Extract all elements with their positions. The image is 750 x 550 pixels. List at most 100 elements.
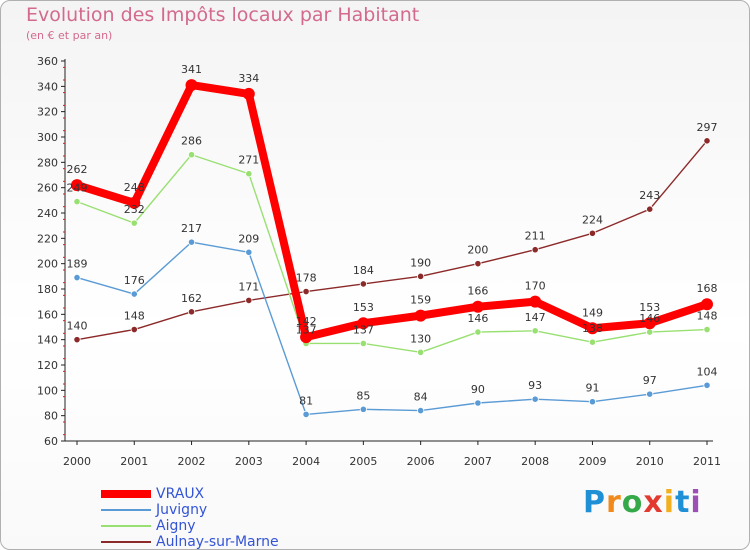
y-tick-label: 300 <box>37 131 58 144</box>
legend-item-juvigny: Juvigny <box>101 502 361 518</box>
data-point <box>417 348 425 356</box>
y-tick-label: 340 <box>37 80 58 93</box>
data-point <box>417 272 425 280</box>
data-point <box>302 410 310 418</box>
data-point <box>128 196 141 209</box>
y-tick-label: 80 <box>44 410 58 423</box>
x-tick-label: 2001 <box>120 455 148 468</box>
data-label: 217 <box>181 222 202 235</box>
data-label: 153 <box>639 301 660 314</box>
data-label: 97 <box>643 374 657 387</box>
chart-title: Evolution des Impôts locaux par Habitant <box>26 4 420 26</box>
data-point <box>414 309 427 322</box>
y-tick-label: 220 <box>37 232 58 245</box>
data-label: 224 <box>582 213 603 226</box>
x-tick-label: 2000 <box>63 455 91 468</box>
data-label: 162 <box>181 292 202 305</box>
data-point <box>130 219 138 227</box>
y-tick-label: 360 <box>37 55 58 68</box>
data-point <box>302 287 310 296</box>
x-tick-label: 2011 <box>693 455 721 468</box>
series-line-aigny <box>76 154 708 354</box>
data-label: 130 <box>410 332 431 345</box>
x-tick-label: 2003 <box>235 455 263 468</box>
legend-item-vraux: VRAUX <box>101 486 361 502</box>
data-label: 84 <box>414 391 428 404</box>
data-point <box>646 205 654 213</box>
data-label: 146 <box>639 312 660 325</box>
data-label: 211 <box>525 230 546 243</box>
data-label: 171 <box>238 280 259 293</box>
data-point <box>185 79 198 92</box>
data-point <box>643 317 656 330</box>
data-point <box>245 248 253 256</box>
data-label: 249 <box>67 182 88 195</box>
data-label: 148 <box>697 310 718 323</box>
legend-item-aulnay: Aulnay-sur-Marne <box>101 534 361 549</box>
data-point <box>357 317 370 330</box>
data-label: 85 <box>356 389 370 402</box>
y-tick-label: 180 <box>37 283 58 296</box>
data-label: 137 <box>296 323 317 336</box>
data-point <box>187 308 196 316</box>
data-point <box>187 238 196 246</box>
data-label: 232 <box>124 203 145 216</box>
data-label: 176 <box>124 274 145 287</box>
proxiti-logo: Proxiti <box>583 485 702 520</box>
data-point <box>73 336 81 344</box>
data-point <box>474 260 482 268</box>
y-tick-label: 320 <box>37 106 58 119</box>
data-point <box>531 327 539 335</box>
legend-swatch <box>101 509 151 511</box>
x-tick-label: 2008 <box>521 455 549 468</box>
y-tick-label: 280 <box>37 156 58 169</box>
y-tick-label: 60 <box>44 435 58 448</box>
data-label: 271 <box>238 154 259 167</box>
data-point <box>300 331 313 344</box>
legend-label: Juvigny <box>156 502 208 518</box>
y-tick-label: 160 <box>37 308 58 321</box>
data-label: 91 <box>585 382 599 395</box>
data-label: 209 <box>238 232 259 245</box>
data-point <box>359 280 367 288</box>
data-label: 189 <box>67 258 88 271</box>
x-tick-label: 2005 <box>349 455 377 468</box>
x-tick-label: 2007 <box>464 455 492 468</box>
data-point <box>73 273 81 282</box>
data-point <box>646 390 654 398</box>
data-label: 170 <box>525 280 546 293</box>
data-point <box>417 406 425 415</box>
series-line-aulnay-sur-marne <box>76 140 708 341</box>
legend-item-aigny: Aigny <box>101 518 361 534</box>
data-label: 81 <box>299 394 313 407</box>
data-label: 153 <box>353 301 374 314</box>
data-point <box>242 87 255 100</box>
data-label: 148 <box>124 310 145 323</box>
data-point <box>474 328 482 336</box>
data-point <box>531 246 539 254</box>
data-label: 146 <box>467 312 488 325</box>
data-point <box>130 290 138 298</box>
data-point <box>531 395 539 403</box>
data-label: 142 <box>296 315 317 328</box>
data-point <box>71 179 83 192</box>
legend: VRAUX Juvigny Aigny Aulnay-sur-Marne <box>101 486 361 549</box>
data-point <box>588 338 597 346</box>
data-label: 200 <box>467 244 488 257</box>
series-line-vraux <box>73 81 711 342</box>
data-point <box>588 398 597 406</box>
y-tick-label: 260 <box>37 182 58 195</box>
series-line-juvigny <box>76 241 708 416</box>
legend-swatch <box>101 541 151 543</box>
data-label: 149 <box>582 306 603 319</box>
data-label: 166 <box>467 285 488 298</box>
data-point <box>529 295 542 308</box>
data-label: 243 <box>639 189 660 202</box>
data-label: 90 <box>471 383 485 396</box>
data-label: 248 <box>124 181 145 194</box>
data-point <box>245 170 253 178</box>
data-label: 140 <box>67 320 88 333</box>
data-point <box>130 325 138 334</box>
